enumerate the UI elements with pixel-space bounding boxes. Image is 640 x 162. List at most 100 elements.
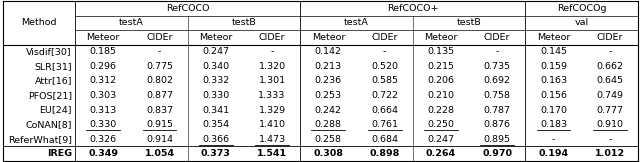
Text: 0.247: 0.247 <box>428 135 454 144</box>
Text: 0.215: 0.215 <box>428 62 454 71</box>
Text: 0.156: 0.156 <box>540 91 567 100</box>
Text: 0.775: 0.775 <box>146 62 173 71</box>
Text: 1.012: 1.012 <box>595 149 625 158</box>
Text: 1.410: 1.410 <box>259 120 285 129</box>
Text: 0.341: 0.341 <box>202 106 229 115</box>
Text: 1.541: 1.541 <box>257 149 287 158</box>
Text: CoNAN[8]: CoNAN[8] <box>26 120 72 129</box>
Text: Visdif[30]: Visdif[30] <box>26 47 72 56</box>
Text: 0.170: 0.170 <box>540 106 567 115</box>
Text: 0.330: 0.330 <box>202 91 229 100</box>
Text: CIDEr: CIDEr <box>596 33 623 42</box>
Text: 0.837: 0.837 <box>146 106 173 115</box>
Text: CIDEr: CIDEr <box>259 33 285 42</box>
Text: -: - <box>608 47 612 56</box>
Text: 0.802: 0.802 <box>146 76 173 86</box>
Text: 0.258: 0.258 <box>315 135 342 144</box>
Text: testA: testA <box>344 18 369 27</box>
Text: 0.313: 0.313 <box>90 106 116 115</box>
Text: 0.145: 0.145 <box>540 47 567 56</box>
Text: 0.749: 0.749 <box>596 91 623 100</box>
Text: -: - <box>552 135 556 144</box>
Text: 0.326: 0.326 <box>90 135 116 144</box>
Text: Method: Method <box>21 18 57 27</box>
Text: 0.142: 0.142 <box>315 47 342 56</box>
Text: CIDEr: CIDEr <box>371 33 398 42</box>
Text: 0.758: 0.758 <box>484 91 511 100</box>
Text: 0.662: 0.662 <box>596 62 623 71</box>
Text: 0.228: 0.228 <box>428 106 454 115</box>
Text: SLR[31]: SLR[31] <box>35 62 72 71</box>
Text: IREG: IREG <box>47 149 72 158</box>
Text: -: - <box>608 135 612 144</box>
Text: 0.787: 0.787 <box>484 106 511 115</box>
Text: 0.264: 0.264 <box>426 149 456 158</box>
Text: 0.332: 0.332 <box>202 76 229 86</box>
Text: 0.684: 0.684 <box>371 135 398 144</box>
Text: 0.664: 0.664 <box>371 106 398 115</box>
Text: testB: testB <box>232 18 256 27</box>
Text: 0.236: 0.236 <box>315 76 342 86</box>
Text: 0.895: 0.895 <box>484 135 511 144</box>
Text: 1.329: 1.329 <box>259 106 285 115</box>
Text: 0.330: 0.330 <box>90 120 116 129</box>
Text: RefCOCO+: RefCOCO+ <box>387 4 438 13</box>
Text: RefCOCO: RefCOCO <box>166 4 209 13</box>
Text: -: - <box>270 47 274 56</box>
Text: 0.296: 0.296 <box>90 62 116 71</box>
Text: 0.159: 0.159 <box>540 62 567 71</box>
Text: 0.250: 0.250 <box>428 120 454 129</box>
Text: 0.253: 0.253 <box>315 91 342 100</box>
Text: 0.213: 0.213 <box>315 62 342 71</box>
Text: 0.210: 0.210 <box>428 91 454 100</box>
Text: Attr[16]: Attr[16] <box>35 76 72 86</box>
Text: 0.520: 0.520 <box>371 62 398 71</box>
Text: 0.722: 0.722 <box>371 91 398 100</box>
Text: -: - <box>383 47 387 56</box>
Text: 0.194: 0.194 <box>538 149 568 158</box>
Text: 0.349: 0.349 <box>88 149 118 158</box>
Text: 0.735: 0.735 <box>484 62 511 71</box>
Text: 0.312: 0.312 <box>90 76 116 86</box>
Text: Meteor: Meteor <box>86 33 120 42</box>
Text: PFOS[21]: PFOS[21] <box>28 91 72 100</box>
Text: 0.373: 0.373 <box>201 149 230 158</box>
Text: 0.692: 0.692 <box>484 76 511 86</box>
Text: CIDEr: CIDEr <box>484 33 511 42</box>
Text: 0.308: 0.308 <box>314 149 343 158</box>
Text: 1.333: 1.333 <box>259 91 285 100</box>
Text: CIDEr: CIDEr <box>146 33 173 42</box>
Text: 0.914: 0.914 <box>146 135 173 144</box>
Text: 0.247: 0.247 <box>202 47 229 56</box>
Text: -: - <box>158 47 161 56</box>
Text: 1.301: 1.301 <box>259 76 285 86</box>
Text: 0.135: 0.135 <box>428 47 454 56</box>
Text: 0.303: 0.303 <box>90 91 116 100</box>
Text: 0.761: 0.761 <box>371 120 398 129</box>
Text: -: - <box>495 47 499 56</box>
Text: Meteor: Meteor <box>199 33 232 42</box>
Text: 0.877: 0.877 <box>146 91 173 100</box>
Text: 1.320: 1.320 <box>259 62 285 71</box>
Text: 0.340: 0.340 <box>202 62 229 71</box>
Text: 0.777: 0.777 <box>596 106 623 115</box>
Text: 0.910: 0.910 <box>596 120 623 129</box>
Text: 0.876: 0.876 <box>484 120 511 129</box>
Text: RefCOCOg: RefCOCOg <box>557 4 607 13</box>
Text: testA: testA <box>119 18 144 27</box>
Text: 1.473: 1.473 <box>259 135 285 144</box>
Text: val: val <box>575 18 589 27</box>
Text: 0.645: 0.645 <box>596 76 623 86</box>
Text: 0.183: 0.183 <box>540 120 567 129</box>
Text: 0.898: 0.898 <box>369 149 400 158</box>
Text: 0.915: 0.915 <box>146 120 173 129</box>
Text: 0.354: 0.354 <box>202 120 229 129</box>
Text: Meteor: Meteor <box>424 33 458 42</box>
Text: testB: testB <box>457 18 481 27</box>
Text: Meteor: Meteor <box>312 33 345 42</box>
Text: ReferWhat[9]: ReferWhat[9] <box>8 135 72 144</box>
Text: 1.054: 1.054 <box>145 149 175 158</box>
Text: 0.163: 0.163 <box>540 76 567 86</box>
Text: 0.585: 0.585 <box>371 76 398 86</box>
Text: 0.185: 0.185 <box>90 47 116 56</box>
